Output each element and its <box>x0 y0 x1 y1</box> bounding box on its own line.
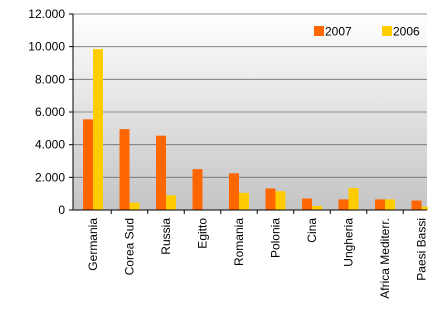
x-tick-label: Cina <box>305 218 319 243</box>
bar-2006-corea-sud <box>129 202 140 210</box>
x-tick-label: Africa Mediterr. <box>378 218 392 299</box>
gridlines <box>73 13 427 178</box>
x-tick-label: Paesi Bassi <box>415 218 428 281</box>
y-tick-labels: 0 2.000 4.000 6.000 8.000 10.000 12.000 <box>28 7 65 217</box>
bar-2007-romania <box>229 173 239 210</box>
x-tick-label: Polonia <box>269 218 283 258</box>
bar-2006-africa-mediterr- <box>385 199 395 210</box>
x-tick-label: Ungheria <box>342 218 356 267</box>
bar-2007-paesi-bassi <box>411 200 422 210</box>
bar-2006-russia <box>166 195 176 210</box>
bar-2007-africa-mediterr- <box>375 199 385 210</box>
bar-2007-egitto <box>192 169 203 210</box>
legend-swatch-2007 <box>314 26 324 36</box>
legend-label-2007: 2007 <box>325 25 352 39</box>
y-tick-label: 6.000 <box>35 105 65 119</box>
y-tick-label: 12.000 <box>28 7 65 21</box>
y-tick-label: 2.000 <box>35 170 65 184</box>
bar-2007-corea-sud <box>119 129 130 210</box>
bar-2006-paesi-bassi <box>421 206 428 210</box>
bar-2007-russia <box>156 135 166 210</box>
bar-2006-cina <box>312 205 322 210</box>
y-tick-label: 8.000 <box>35 72 65 86</box>
legend-swatch-2006 <box>382 26 392 36</box>
legend-label-2006: 2006 <box>393 25 420 39</box>
x-tick-label: Russia <box>159 218 173 255</box>
x-tick-label: Corea Sud <box>123 218 137 275</box>
axes <box>69 13 427 214</box>
y-tick-label: 0 <box>58 203 65 217</box>
y-tick-label: 4.000 <box>35 138 65 152</box>
x-tick-label: Egitto <box>196 218 210 249</box>
bar-2007-germania <box>83 119 93 210</box>
bar-2006-ungheria <box>348 187 359 210</box>
bar-2006-romania <box>239 192 249 210</box>
bar-2007-polonia <box>265 188 276 210</box>
y-tick-label: 10.000 <box>28 40 65 54</box>
bar-2006-germania <box>93 49 103 210</box>
x-tick-label: Germania <box>86 218 100 271</box>
bars <box>83 49 428 210</box>
legend: 2007 2006 <box>314 25 420 39</box>
bar-2007-ungheria <box>338 199 349 210</box>
x-tick-labels: Germania Corea Sud Russia Egitto Romania Polo… <box>86 218 428 299</box>
bar-2007-cina <box>302 198 312 210</box>
x-tick-label: Romania <box>232 218 246 266</box>
bar-2006-polonia <box>275 191 286 210</box>
